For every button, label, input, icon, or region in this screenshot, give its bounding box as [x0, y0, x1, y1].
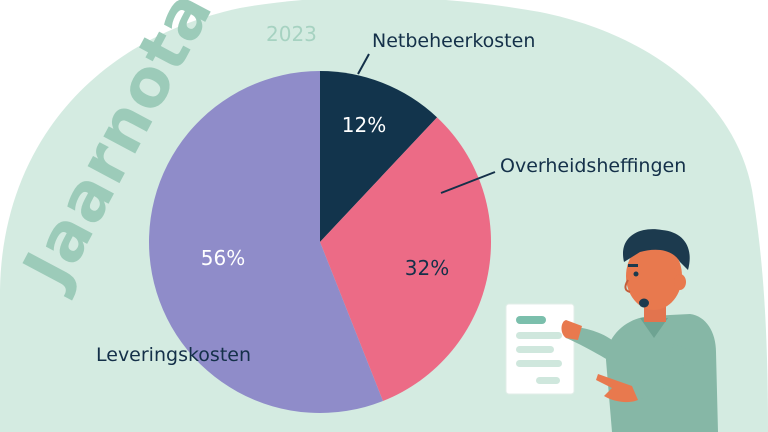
- document-line: [516, 360, 562, 367]
- document-line: [516, 316, 546, 324]
- pie-chart: [149, 71, 492, 413]
- overheid-leader-line: [440, 171, 496, 194]
- right-arm: [632, 344, 690, 400]
- document-line: [516, 346, 554, 353]
- right-hand: [596, 374, 638, 403]
- levering-percent: 56%: [200, 246, 246, 270]
- overheid-percent: 32%: [404, 256, 450, 280]
- ear: [674, 274, 686, 290]
- pie-slice-netbeheerkosten: [320, 71, 438, 242]
- netbeheer-label: Netbeheerkosten: [372, 30, 536, 52]
- netbeheer-leader-line: [357, 53, 370, 75]
- document-line: [536, 377, 560, 384]
- person-illustration: [505, 229, 718, 432]
- pie-slice-overheidsheffingen: [320, 117, 492, 401]
- netbeheer-percent: 12%: [341, 113, 387, 137]
- document-line: [516, 332, 562, 339]
- face: [626, 242, 682, 310]
- left-hand: [561, 320, 582, 340]
- hair: [622, 229, 690, 270]
- eyebrow: [628, 264, 638, 267]
- eye: [633, 271, 639, 277]
- overheid-label: Overheidsheffingen: [500, 155, 687, 177]
- nose: [624, 279, 631, 293]
- year-label: 2023: [266, 22, 317, 46]
- pie-slice-leveringskosten: [149, 71, 383, 413]
- mouth: [639, 298, 649, 308]
- collar: [640, 318, 668, 338]
- levering-label: Leveringskosten: [96, 344, 251, 366]
